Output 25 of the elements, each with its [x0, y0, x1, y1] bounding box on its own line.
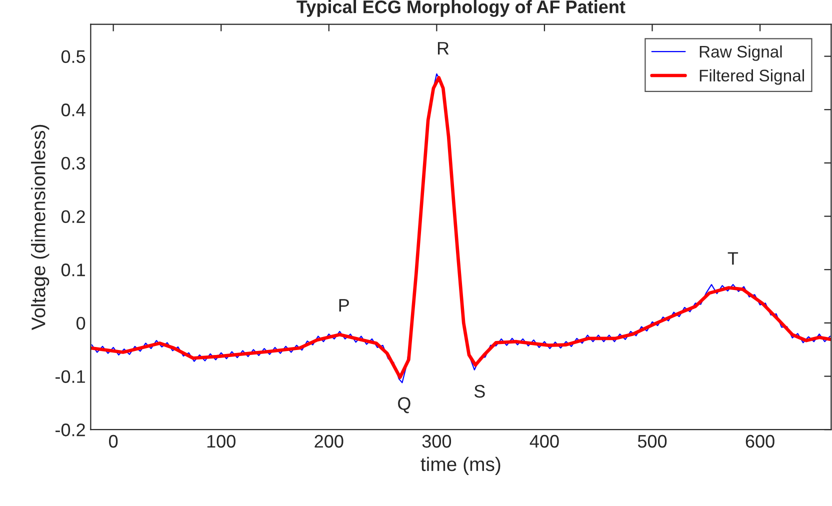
legend-label: Filtered Signal [700, 69, 804, 85]
annotation: T [728, 252, 738, 265]
x-tick-label: 400 [530, 434, 559, 448]
x-tick-label: 600 [746, 434, 774, 448]
annotation: Q [398, 397, 410, 414]
y-tick-label: 0.3 [61, 156, 86, 170]
annotation: P [339, 299, 349, 312]
x-tick-label: 100 [207, 434, 236, 448]
y-tick-label: 0.1 [61, 264, 85, 276]
x-axis-title: time (ms) [420, 456, 500, 475]
y-tick-label: -0.2 [56, 424, 85, 436]
x-tick-label: 300 [422, 434, 452, 448]
chart-title: Typical ECG Morphology of AF Patient [296, 0, 626, 17]
y-tick-label: 0.2 [61, 210, 85, 223]
y-tick-label: 0.4 [61, 104, 86, 116]
y-tick-label: 0 [76, 316, 86, 330]
annotation: S [474, 384, 485, 398]
annotation: R [438, 42, 449, 55]
legend-label: Raw Signal [700, 45, 782, 61]
y-tick-label: -0.1 [56, 370, 85, 383]
x-tick-label: 200 [314, 434, 344, 448]
y-axis-title: Voltage (dimensionless) [31, 124, 50, 330]
x-tick-label: 0 [109, 434, 118, 448]
x-tick-label: 500 [638, 434, 667, 448]
y-tick-label: 0.5 [61, 50, 86, 64]
